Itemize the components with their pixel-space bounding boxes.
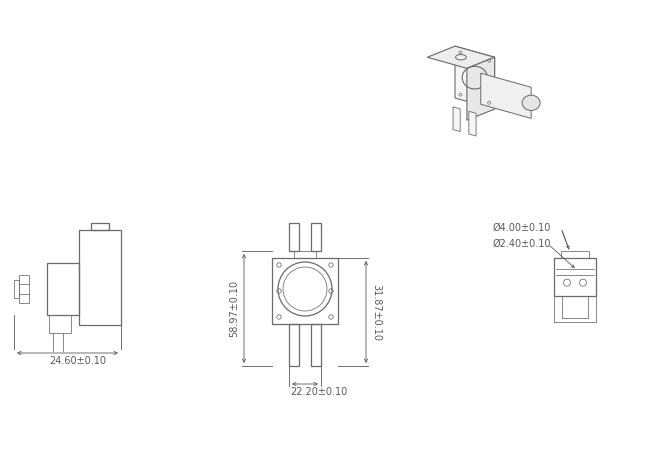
Text: 22.20±0.10: 22.20±0.10 xyxy=(290,387,348,397)
Bar xyxy=(272,258,338,324)
Bar xyxy=(289,223,299,251)
Text: Ø4.00±0.10: Ø4.00±0.10 xyxy=(493,223,551,233)
Bar xyxy=(79,230,121,325)
Text: Ø2.40±0.10: Ø2.40±0.10 xyxy=(493,239,551,249)
Bar xyxy=(19,275,29,303)
Bar xyxy=(554,258,596,296)
Bar xyxy=(294,251,316,258)
Ellipse shape xyxy=(522,95,540,110)
Bar xyxy=(91,223,109,230)
Bar xyxy=(49,315,71,333)
Bar xyxy=(561,251,589,258)
Polygon shape xyxy=(427,46,494,68)
Polygon shape xyxy=(469,111,476,136)
Bar xyxy=(311,324,321,366)
Polygon shape xyxy=(481,73,531,118)
Bar xyxy=(14,280,19,298)
Text: 58.97±0.10: 58.97±0.10 xyxy=(229,280,239,337)
Bar xyxy=(311,223,321,251)
Bar xyxy=(47,263,79,315)
Polygon shape xyxy=(455,46,494,109)
Bar xyxy=(289,324,299,366)
Text: 24.60±0.10: 24.60±0.10 xyxy=(49,356,106,366)
Polygon shape xyxy=(453,107,460,132)
Polygon shape xyxy=(467,57,494,120)
Text: 31.87±0.10: 31.87±0.10 xyxy=(371,284,381,341)
